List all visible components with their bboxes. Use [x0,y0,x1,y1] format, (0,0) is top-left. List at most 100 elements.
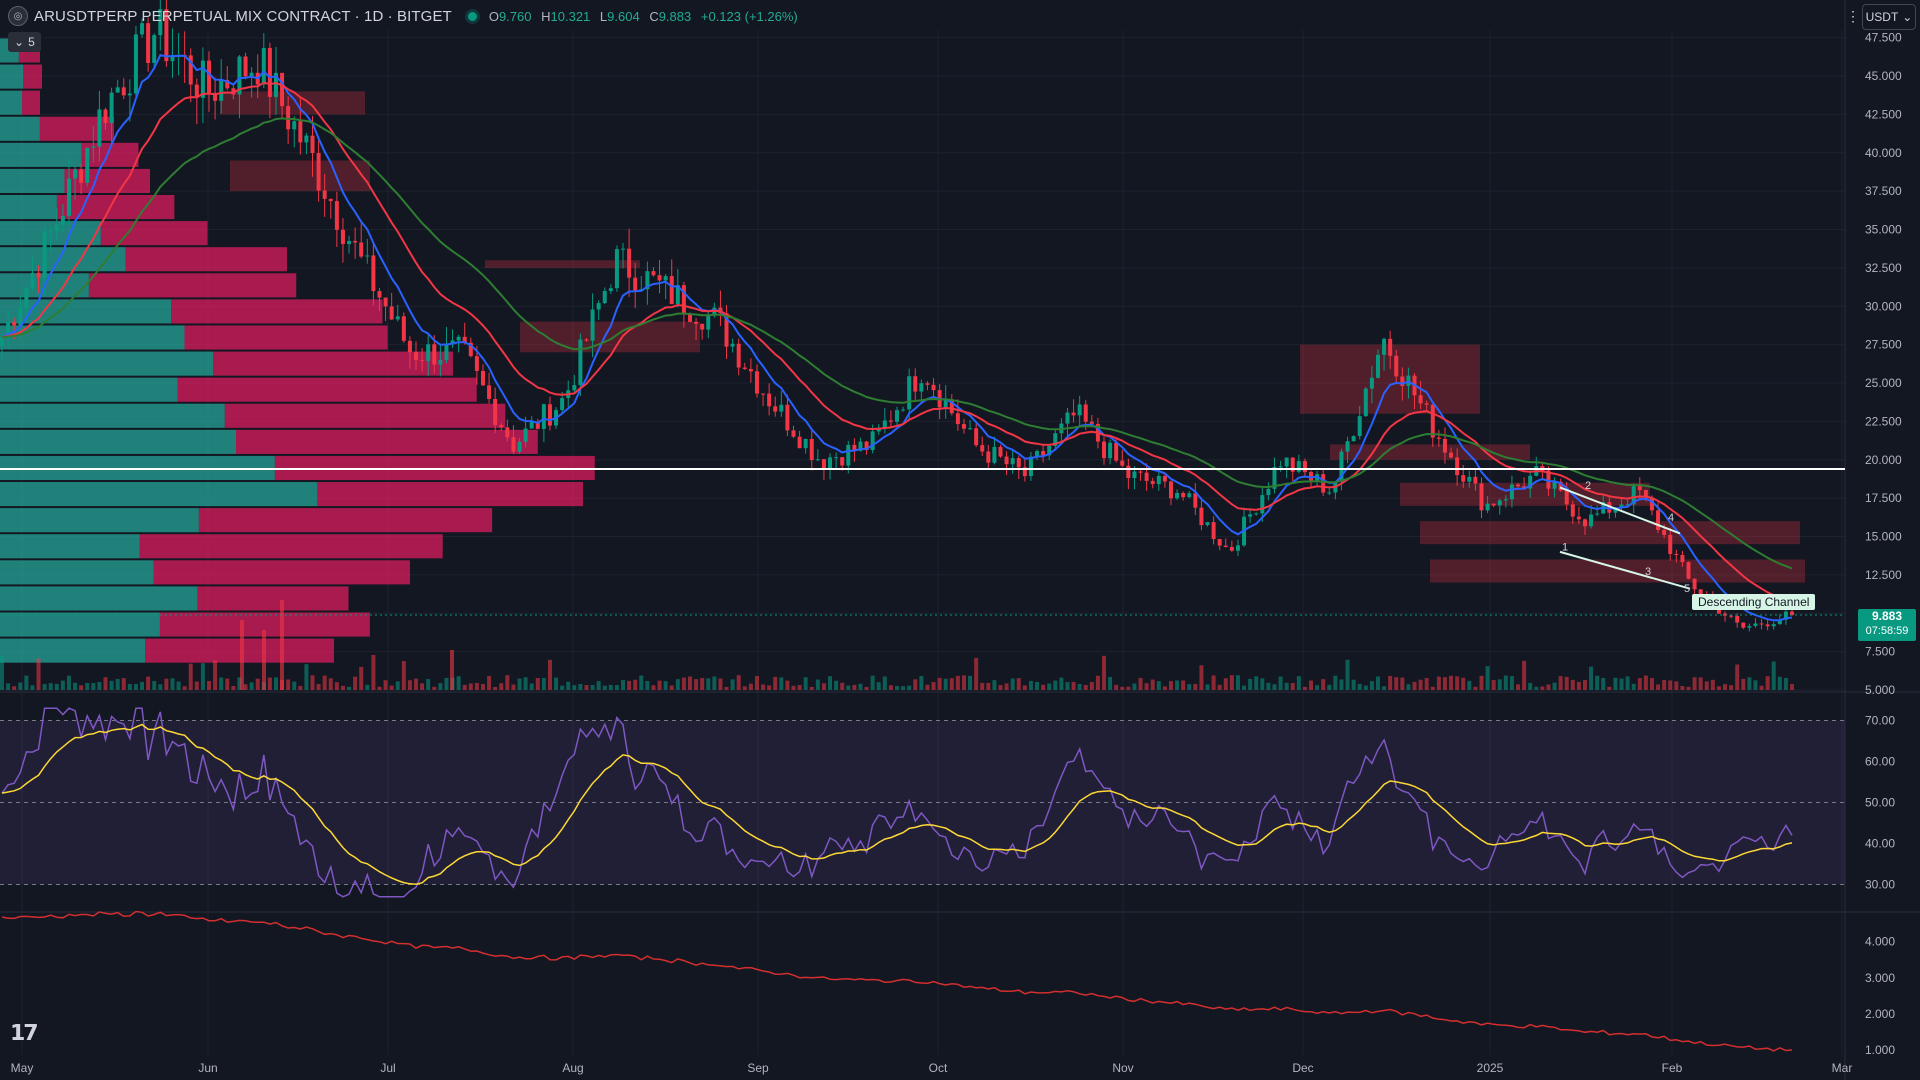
volume-bar [255,678,260,690]
volume-bar [304,664,309,690]
volume-bar [1144,683,1149,690]
volume-bar [1345,659,1350,690]
descending-channel[interactable]: 1 2 3 4 5 [1559,480,1691,595]
candle-body [614,249,619,289]
volume-bar [828,676,833,690]
candle-body [1576,516,1581,520]
candle-body [1418,395,1423,404]
volume-bar [73,682,78,690]
candle-body [968,428,973,430]
volume-bar [907,685,912,690]
candle-body [365,255,370,257]
volume-bar [1290,683,1295,690]
candle-body [1649,497,1654,511]
volume-bar [931,682,936,690]
volume-bar [1765,676,1770,690]
candle-body [395,316,400,320]
chart-header: ◎ ARUSDTPERP PERPETUAL MIX CONTRACT · 1D… [0,0,804,32]
candle-body [1089,421,1094,424]
candle-body [523,428,528,442]
volume-spike [450,650,454,690]
volume-bar [97,682,102,690]
channel-label[interactable]: Descending Channel [1692,594,1816,610]
volume-bar [54,683,59,690]
candle-body [407,340,412,353]
symbol-title[interactable]: ARUSDTPERP PERPETUAL MIX CONTRACT · 1D ·… [34,7,452,25]
candle-body [529,421,534,429]
volume-bar [1430,686,1435,690]
volume-bar [1747,677,1752,690]
volume-bar [797,685,802,690]
supply-zone [485,260,640,268]
candle-body [1558,481,1563,491]
volume-bar [1479,675,1484,690]
volume-bar [1595,675,1600,690]
vp-down-bar [236,429,538,454]
supply-zone [1420,521,1800,545]
candle-body [304,135,309,143]
candle-body [377,291,382,298]
time-axis-label: 2025 [1477,1061,1504,1075]
currency-select[interactable]: USDT ⌄ [1862,4,1916,30]
candle-body [1552,481,1557,489]
rsi-axis-label: 70.00 [1865,714,1895,728]
candle-body [292,121,297,130]
volume-bar [1120,686,1125,690]
indicator-collapse-button[interactable]: ⌄ 5 [8,32,41,52]
osc-axis-label: 3.000 [1865,971,1895,985]
candle-body [79,169,84,183]
volume-bar [882,676,887,690]
volume-bar [353,676,358,690]
volume-bar [980,682,985,690]
candle-body [1698,589,1703,595]
vp-down-bar [100,221,208,246]
candle-body [1272,466,1277,489]
candle-body [998,446,1003,457]
high-value: 10.321 [550,8,591,24]
more-options-icon[interactable]: ⋮ [1846,8,1860,24]
candle-body [1284,457,1289,467]
horizontal-line[interactable] [0,467,1845,616]
volume-bar [1503,675,1508,690]
volume-profile [0,38,595,663]
candle-body [1102,441,1107,459]
candle-body [91,146,96,148]
volume-bar [1108,677,1113,690]
rsi-line [1,707,1793,898]
volume-bar [535,677,540,690]
candle-body [1625,504,1630,506]
candle-body [1199,507,1204,526]
volume-bar [968,675,973,690]
candle-body [511,437,516,452]
volume-bar [36,658,41,690]
volume-bar [1351,679,1356,690]
candle-body [1266,488,1271,496]
candle-body [1278,466,1283,468]
volume-bar [895,686,899,690]
volume-bar [85,683,90,690]
candle-body [219,80,224,101]
tradingview-logo[interactable]: 𝟭𝟳 [10,1020,39,1045]
volume-bar [1077,683,1082,690]
candle-body [85,147,90,183]
volume-bar [1235,675,1240,690]
volume-bar [286,679,291,690]
candle-body [60,215,65,225]
volume-bar [121,678,126,690]
volume-bar [974,657,979,690]
volume-bar [407,680,412,690]
low-key: L [599,8,608,24]
volume-bar [1156,681,1161,690]
candle-body [1327,492,1332,494]
volume-bar [401,661,406,690]
volume-bar [572,685,577,690]
candle-body [852,444,857,451]
volume-bar [1053,680,1058,690]
volume-bar [1205,684,1210,690]
candle-body [517,441,522,452]
volume-bar [66,675,71,690]
vp-down-bar [64,168,151,193]
volume-bar [961,675,966,690]
time-axis-label: Mar [1832,1061,1853,1075]
